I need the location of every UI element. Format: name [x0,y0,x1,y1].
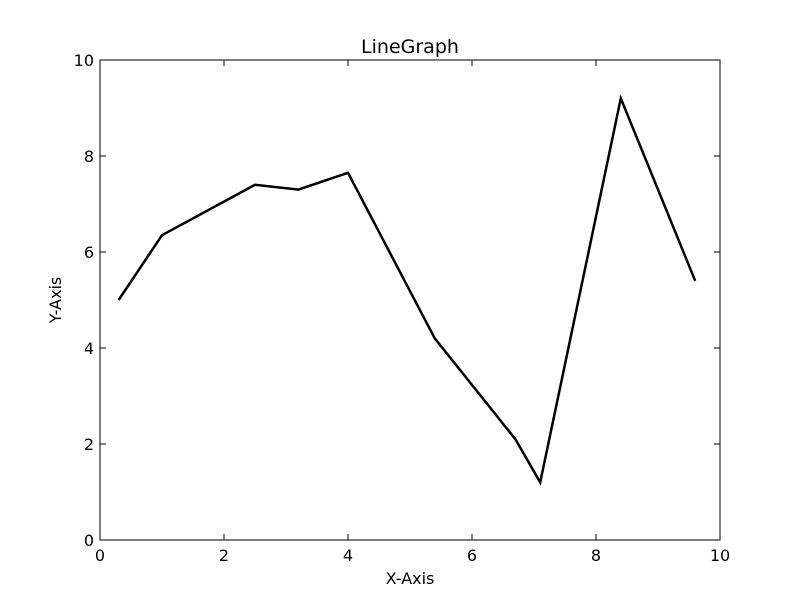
y-tick-label: 2 [84,435,94,454]
y-axis-label: Y-Axis [46,277,65,325]
x-axis-label: X-Axis [386,569,435,588]
data-point [620,97,622,99]
x-tick-label: 2 [219,546,229,565]
data-point [434,337,436,339]
data-point [161,234,163,236]
x-tick-label: 6 [467,546,477,565]
y-tick-label: 0 [84,531,94,550]
y-tick-label: 4 [84,339,94,358]
y-tick-label: 10 [74,51,94,70]
y-tick-label: 8 [84,147,94,166]
plot-frame [99,59,721,541]
ticks-layer [99,59,721,541]
chart-title: LineGraph [361,36,459,58]
data-point [118,299,120,301]
data-point [514,438,516,440]
x-tick-label: 8 [591,546,601,565]
tick-labels-layer: 0 2 4 6 8 10 0 2 4 6 8 10 [74,51,731,565]
y-tick-label: 6 [84,243,94,262]
data-point [347,172,349,174]
data-point [297,189,299,191]
data-point [694,280,696,282]
series-line [117,94,697,486]
x-tick-label: 10 [710,546,730,565]
x-tick-label: 0 [95,546,105,565]
data-point [254,184,256,186]
x-tick-label: 4 [343,546,353,565]
data-point [539,481,541,483]
